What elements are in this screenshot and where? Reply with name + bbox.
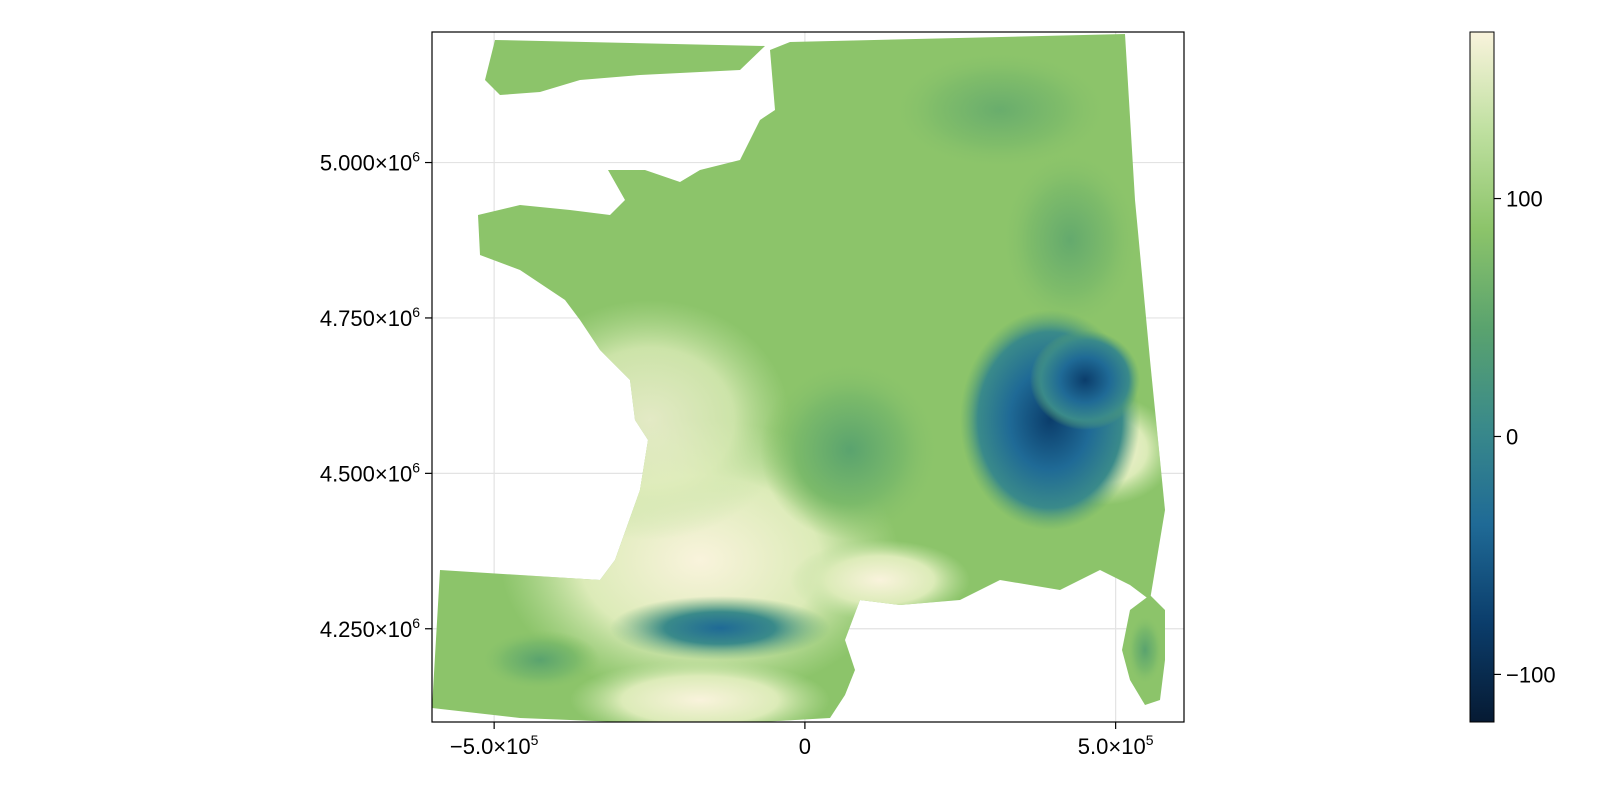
colorbar-tick-label: 0 bbox=[1506, 424, 1518, 449]
colorbar: 100 0 −100 bbox=[1469, 31, 1556, 723]
x-tick-label: 5.0×105 bbox=[1078, 732, 1154, 759]
plot-border bbox=[431, 31, 1185, 723]
y-tick-label: 4.750×106 bbox=[320, 304, 420, 331]
y-axis-ticks: 4.250×106 4.500×106 4.750×106 5.000×106 bbox=[320, 149, 432, 642]
y-tick-label: 4.250×106 bbox=[320, 615, 420, 642]
plot-frame bbox=[431, 31, 1185, 723]
colorbar-gradient bbox=[1469, 31, 1495, 723]
map-plot: −5.0×105 0 5.0×105 4.250×106 4.500×106 4.750… bbox=[320, 31, 1185, 759]
x-tick-label: −5.0×105 bbox=[450, 732, 539, 759]
x-axis-ticks: −5.0×105 0 5.0×105 bbox=[450, 722, 1154, 759]
x-tick-label: 0 bbox=[799, 734, 811, 759]
colorbar-tick-label: 100 bbox=[1506, 187, 1543, 212]
y-tick-label: 4.500×106 bbox=[320, 459, 420, 486]
y-tick-label: 5.000×106 bbox=[320, 149, 420, 176]
colorbar-tick-label: −100 bbox=[1506, 662, 1556, 687]
colorbar-ticks: 100 0 −100 bbox=[1494, 187, 1556, 687]
